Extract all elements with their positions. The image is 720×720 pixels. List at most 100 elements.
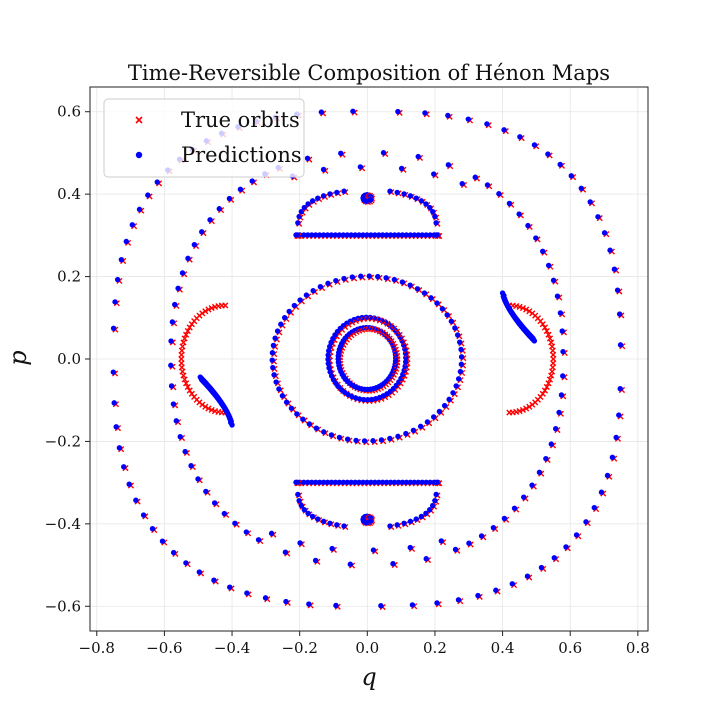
prediction-point xyxy=(419,479,425,485)
prediction-point xyxy=(318,109,325,115)
prediction-point xyxy=(270,364,276,371)
prediction-point xyxy=(249,178,255,184)
prediction-point xyxy=(199,229,205,235)
prediction-point xyxy=(391,232,398,238)
prediction-point xyxy=(211,577,217,583)
prediction-point xyxy=(317,284,324,290)
prediction-point xyxy=(169,319,176,325)
prediction-point xyxy=(415,153,421,160)
prediction-point xyxy=(326,348,332,354)
prediction-point xyxy=(364,397,371,403)
x-tick-label: 0.2 xyxy=(423,639,447,657)
prediction-point xyxy=(159,538,166,544)
prediction-point xyxy=(349,274,356,280)
prediction-point xyxy=(295,220,301,226)
prediction-point xyxy=(315,195,321,201)
prediction-point xyxy=(283,399,290,405)
true-orbit-point xyxy=(519,406,527,414)
prediction-point xyxy=(428,295,434,301)
legend-box xyxy=(103,98,305,178)
prediction-point xyxy=(226,195,233,202)
prediction-point xyxy=(309,198,316,204)
prediction-point xyxy=(179,270,186,276)
true-orbit-point xyxy=(183,380,190,387)
prediction-point xyxy=(313,425,320,431)
prediction-point xyxy=(378,603,384,609)
prediction-point xyxy=(334,522,340,528)
prediction-point xyxy=(434,300,440,306)
true-orbit-point xyxy=(523,405,530,412)
prediction-point xyxy=(401,191,407,197)
prediction-point xyxy=(268,530,275,537)
prediction-point xyxy=(458,346,464,353)
prediction-point xyxy=(283,598,289,605)
prediction-point xyxy=(340,479,347,485)
prediction-point xyxy=(458,354,465,360)
prediction-point xyxy=(370,547,377,553)
prediction-point xyxy=(320,479,327,485)
prediction-point xyxy=(403,479,410,485)
prediction-point xyxy=(175,285,181,291)
prediction-point xyxy=(361,438,368,444)
prediction-point xyxy=(118,256,125,263)
prediction-point xyxy=(591,504,597,511)
prediction-point xyxy=(583,519,589,525)
prediction-point xyxy=(496,191,502,197)
prediction-point xyxy=(444,312,450,318)
prediction-point xyxy=(133,497,139,503)
prediction-point xyxy=(429,208,436,215)
prediction-point xyxy=(543,455,549,462)
prediction-point xyxy=(516,211,522,217)
prediction-point xyxy=(324,479,331,485)
prediction-point xyxy=(525,222,531,229)
prediction-point xyxy=(376,479,382,485)
prediction-point xyxy=(531,338,538,344)
prediction-point xyxy=(350,108,356,114)
prediction-point xyxy=(413,516,419,522)
prediction-point xyxy=(423,510,429,517)
prediction-point xyxy=(364,479,370,485)
prediction-point xyxy=(427,232,433,238)
prediction-point xyxy=(336,232,343,238)
prediction-point xyxy=(170,401,177,407)
prediction-point xyxy=(297,297,303,303)
prediction-point xyxy=(422,110,428,116)
prediction-point xyxy=(529,482,535,488)
prediction-point xyxy=(136,206,143,213)
prediction-point xyxy=(347,561,353,567)
prediction-point xyxy=(244,590,250,596)
prediction-point xyxy=(183,560,189,566)
prediction-point xyxy=(423,479,429,485)
prediction-point xyxy=(116,445,123,451)
prediction-point xyxy=(614,287,621,293)
prediction-point xyxy=(557,310,564,316)
prediction-point xyxy=(338,150,344,157)
prediction-point xyxy=(305,232,311,238)
prediction-point xyxy=(207,217,213,223)
prediction-point xyxy=(411,479,418,485)
x-axis-ticks: −0.8 −0.6 −0.4 −0.2 0.0 0.2 0.4 0.6 0.8 xyxy=(79,631,650,657)
prediction-point xyxy=(411,232,418,238)
prediction-point xyxy=(457,368,464,375)
prediction-point xyxy=(403,232,410,238)
true-orbit-point xyxy=(541,387,549,394)
prediction-point xyxy=(272,335,278,341)
prediction-point xyxy=(433,479,440,485)
prediction-point xyxy=(433,232,440,238)
prediction-point xyxy=(320,166,327,173)
legend-label-true-orbits: True orbits xyxy=(181,108,300,132)
prediction-point xyxy=(438,538,445,544)
prediction-point xyxy=(557,161,563,168)
prediction-point xyxy=(364,232,370,238)
prediction-point xyxy=(424,419,431,425)
prediction-point xyxy=(413,195,419,201)
prediction-point xyxy=(431,171,437,177)
prediction-point xyxy=(126,481,132,487)
prediction-point xyxy=(298,502,305,509)
true-orbit-point xyxy=(184,383,191,391)
prediction-point xyxy=(403,430,409,437)
prediction-point xyxy=(328,232,335,238)
prediction-point xyxy=(540,248,546,254)
prediction-point xyxy=(352,479,358,485)
